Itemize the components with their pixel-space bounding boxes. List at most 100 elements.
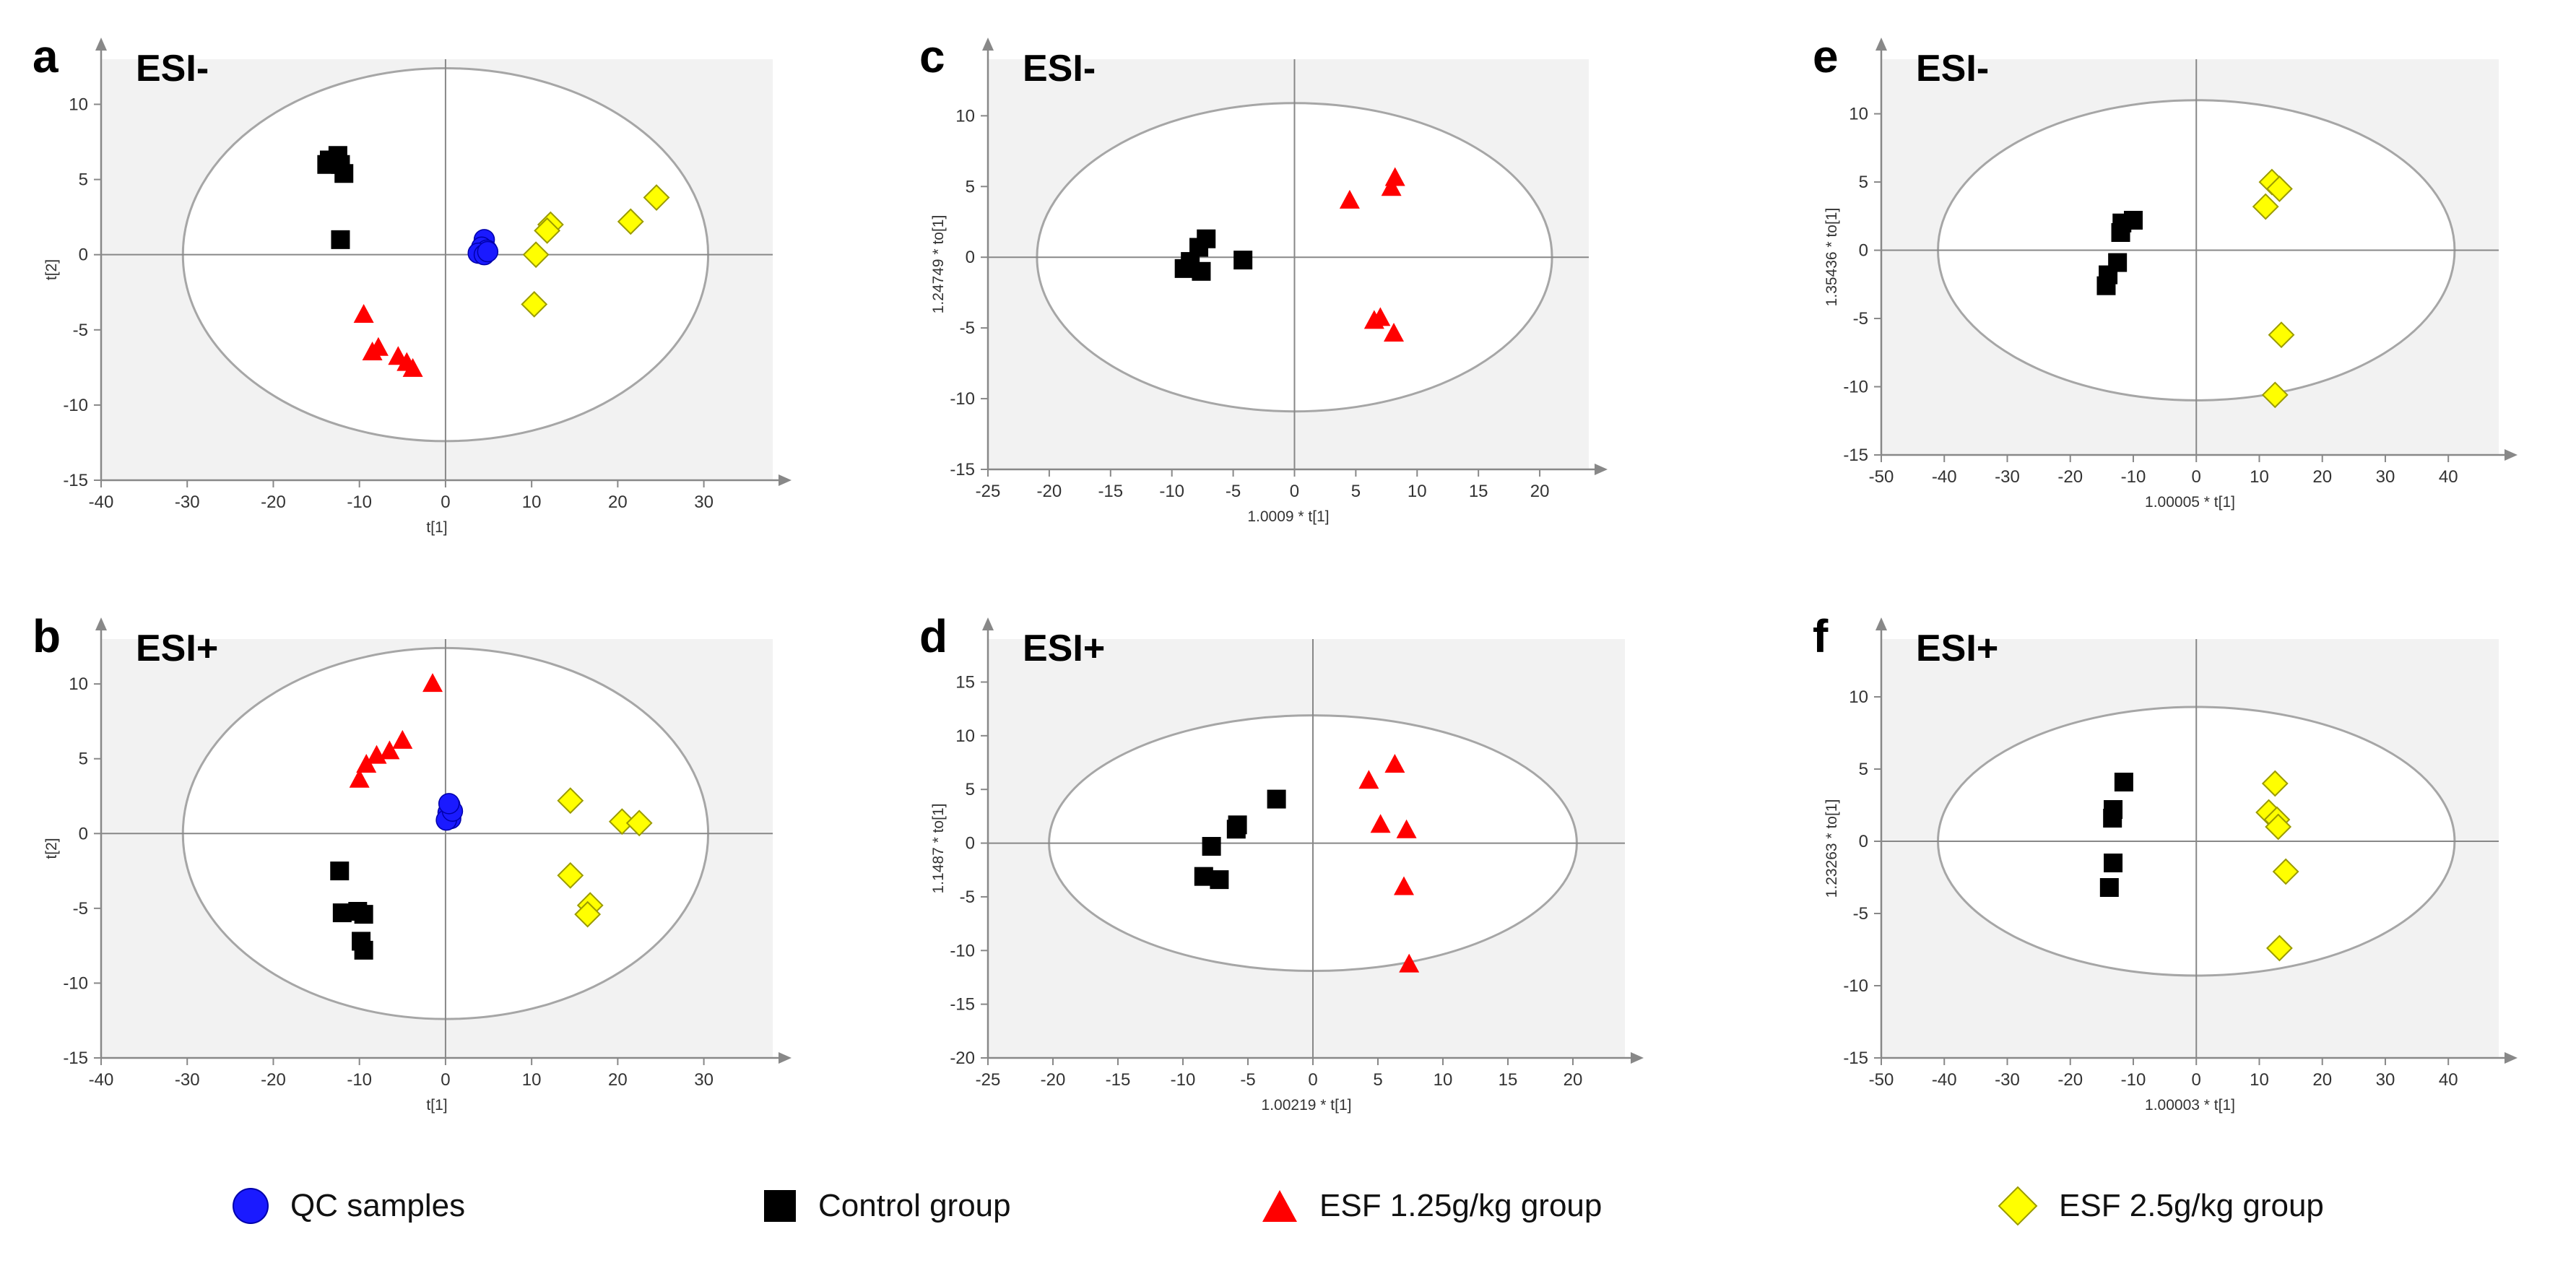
panel-mode-a: ESI-: [136, 48, 209, 90]
y-axis-label-f: 1.23263 * to[1]: [1823, 799, 1840, 898]
y-axis-label-d: 1.1487 * to[1]: [930, 804, 947, 894]
esf125-point: [368, 337, 389, 356]
x-tick-label-e: -50: [1869, 467, 1894, 487]
legend-label-esf125: ESF 1.25g/kg group: [1319, 1188, 1603, 1223]
x-tick-label-c: 15: [1469, 482, 1488, 501]
x-tick-label-f: -20: [2057, 1070, 2083, 1090]
panel-letter-d: d: [919, 610, 947, 662]
y-axis-arrow-c: [982, 38, 994, 51]
x-tick-label-e: -30: [1995, 467, 2020, 487]
x-axis-arrow-b: [779, 1052, 792, 1064]
y-tick-label-d: -10: [950, 941, 975, 960]
control-point: [1267, 789, 1286, 809]
y-tick-label-f: -15: [1843, 1049, 1868, 1068]
x-tick-label-f: 0: [2192, 1070, 2201, 1090]
x-tick-label-b: -20: [261, 1070, 286, 1090]
x-tick-label-a: -20: [261, 492, 286, 512]
esf25-point: [643, 184, 670, 211]
x-tick-label-d: 10: [1434, 1070, 1453, 1090]
control-point: [330, 861, 350, 881]
y-axis-label-a: t[2]: [43, 259, 60, 280]
esf25-point: [625, 810, 653, 837]
y-tick-label-f: -5: [1853, 904, 1868, 924]
x-tick-label-c: -25: [976, 482, 1001, 501]
panel-mode-b: ESI+: [136, 628, 218, 669]
esf25-point: [557, 861, 584, 889]
x-tick-label-c: -20: [1037, 482, 1062, 501]
y-tick-label-c: 5: [966, 177, 975, 196]
esf25-point: [2261, 381, 2289, 409]
legend-diamond-icon: [1998, 1186, 2038, 1226]
esf125-point: [1384, 754, 1405, 773]
esf25-point: [2265, 175, 2293, 202]
legend-label-qc: QC samples: [290, 1188, 466, 1223]
x-tick-label-c: 0: [1290, 482, 1299, 501]
x-tick-label-e: 40: [2439, 467, 2458, 487]
esf25-point: [2265, 934, 2293, 962]
control-point: [1226, 820, 1246, 839]
esf25-point: [2265, 813, 2292, 841]
x-axis-arrow-a: [779, 474, 792, 486]
x-axis-label-f: 1.00003 * t[1]: [2145, 1097, 2235, 1114]
x-tick-label-c: 20: [1530, 482, 1550, 501]
y-tick-label-b: 5: [79, 750, 88, 769]
y-tick-label-a: 0: [79, 246, 88, 265]
esf25-point: [2252, 193, 2279, 220]
esf25-point: [534, 217, 561, 244]
control-point: [2099, 878, 2119, 897]
x-tick-label-b: 0: [441, 1070, 450, 1090]
y-tick-label-d: -5: [960, 887, 975, 907]
x-tick-label-f: 40: [2439, 1070, 2458, 1090]
qc-point: [438, 793, 460, 815]
y-axis-label-b: t[2]: [43, 838, 60, 859]
x-axis-label-e: 1.00005 * t[1]: [2145, 494, 2235, 511]
y-tick-label-f: 10: [1849, 687, 1868, 707]
esf125-point: [1394, 876, 1414, 895]
x-tick-label-d: -5: [1240, 1070, 1255, 1090]
esf125-point: [1396, 819, 1417, 838]
y-tick-label-d: -20: [950, 1049, 975, 1068]
esf25-point: [2272, 858, 2299, 885]
x-tick-label-c: -15: [1098, 482, 1123, 501]
y-tick-label-c: 10: [955, 106, 975, 126]
x-tick-label-c: -5: [1226, 482, 1241, 501]
control-point: [1192, 261, 1211, 281]
y-tick-label-a: -5: [73, 321, 88, 340]
y-tick-label-f: -10: [1843, 976, 1868, 996]
esf125-point: [392, 729, 413, 749]
x-tick-label-b: 10: [522, 1070, 542, 1090]
x-tick-label-b: -30: [175, 1070, 200, 1090]
y-axis-arrow-b: [95, 617, 107, 630]
x-tick-label-c: 5: [1351, 482, 1361, 501]
x-axis-label-c: 1.0009 * t[1]: [1247, 508, 1329, 525]
esf125-point: [1370, 307, 1391, 326]
x-axis-label-a: t[1]: [426, 519, 447, 536]
panel-letter-f: f: [1813, 610, 1829, 662]
esf125-point: [379, 740, 400, 760]
legend-circle-icon: [233, 1188, 269, 1224]
panel-mode-c: ESI-: [1023, 48, 1096, 90]
y-tick-label-e: 10: [1849, 105, 1868, 124]
panel-letter-a: a: [32, 30, 58, 82]
y-axis-arrow-f: [1875, 617, 1887, 630]
x-tick-label-d: -20: [1041, 1070, 1066, 1090]
y-tick-label-f: 0: [1859, 832, 1868, 851]
y-tick-label-a: 5: [79, 170, 88, 190]
x-tick-label-a: 20: [608, 492, 628, 512]
panel-mode-e: ESI-: [1916, 48, 1989, 90]
x-tick-label-e: 20: [2312, 467, 2332, 487]
esf25-point: [574, 900, 602, 928]
y-tick-label-d: 10: [955, 726, 975, 746]
y-tick-label-e: 5: [1859, 173, 1868, 192]
control-point: [317, 155, 337, 174]
esf125-point: [353, 303, 374, 323]
y-tick-label-e: -10: [1843, 378, 1868, 397]
x-tick-label-d: -10: [1171, 1070, 1196, 1090]
esf25-point: [521, 290, 548, 318]
legend-label-esf25: ESF 2.5g/kg group: [2059, 1188, 2324, 1223]
x-axis-label-b: t[1]: [426, 1097, 447, 1114]
esf25-point: [617, 208, 644, 235]
y-tick-label-a: -15: [63, 471, 88, 490]
x-tick-label-f: -40: [1932, 1070, 1957, 1090]
